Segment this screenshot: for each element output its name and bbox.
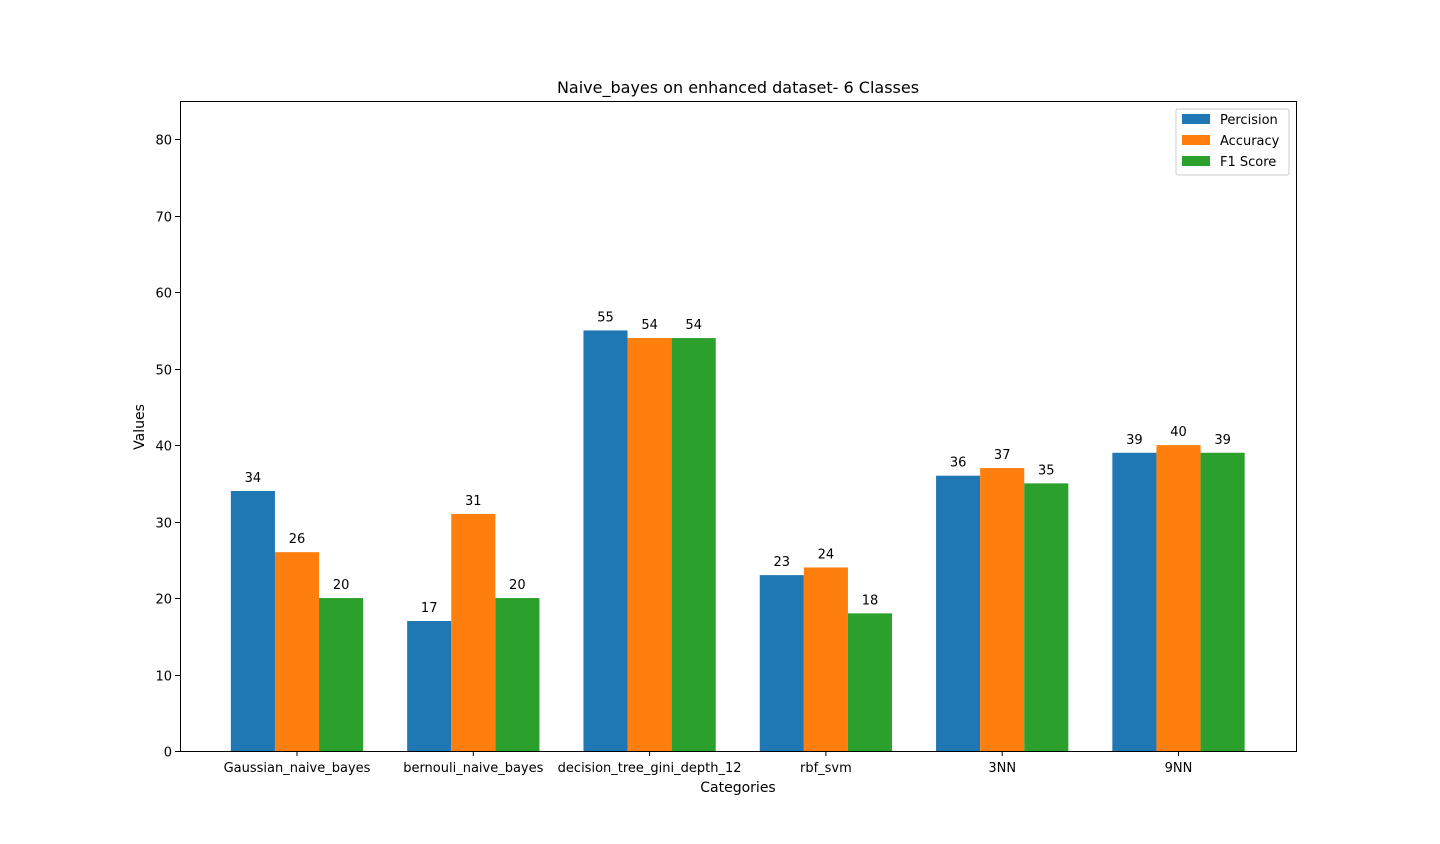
plot-frame bbox=[180, 101, 1297, 752]
bar-value-label: 24 bbox=[818, 547, 835, 562]
bar bbox=[1024, 483, 1069, 751]
bar bbox=[451, 513, 496, 751]
x-axis-label: Categories bbox=[700, 780, 775, 796]
chart-title: Naive_bayes on enhanced dataset- 6 Class… bbox=[557, 78, 919, 98]
bar-value-label: 34 bbox=[245, 471, 262, 486]
bar-labels-layer: 34 26 20 17 31 20 55 54 54 23 24 18 36 37 35 39 40 39 bbox=[245, 310, 1231, 616]
legend-items: Percision Accuracy F1 Score bbox=[1182, 113, 1280, 170]
x-tick-label: Gaussian_naive_bayes bbox=[224, 761, 371, 776]
bar-value-label: 39 bbox=[1126, 433, 1143, 448]
bar bbox=[495, 598, 540, 751]
y-tick-label: 0 bbox=[164, 746, 172, 761]
bar-value-label: 54 bbox=[641, 318, 658, 333]
bar bbox=[803, 567, 848, 751]
bar bbox=[847, 613, 893, 751]
bar bbox=[583, 330, 628, 751]
bar-value-label: 20 bbox=[509, 578, 526, 593]
bar bbox=[1112, 452, 1157, 751]
bar-value-label: 17 bbox=[421, 601, 438, 616]
bar-value-label: 55 bbox=[597, 310, 614, 325]
y-axis-label: Values bbox=[132, 404, 148, 450]
bar bbox=[759, 575, 804, 751]
bar-value-label: 26 bbox=[289, 532, 306, 547]
y-tick-label: 70 bbox=[155, 211, 172, 226]
legend: Percision Accuracy F1 Score bbox=[1175, 108, 1290, 176]
x-axis: Gaussian_naive_bayes bernouli_naive_bayes… bbox=[224, 751, 1193, 776]
bar bbox=[936, 475, 981, 751]
bar-value-label: 39 bbox=[1214, 433, 1231, 448]
bar bbox=[671, 338, 716, 751]
bar-value-label: 31 bbox=[465, 494, 482, 509]
bar bbox=[1200, 452, 1245, 751]
legend-swatch bbox=[1182, 135, 1210, 145]
x-tick-label: rbf_svm bbox=[800, 761, 852, 776]
x-tick-label: bernouli_naive_bayes bbox=[403, 761, 543, 776]
x-tick-label: 9NN bbox=[1165, 761, 1193, 776]
y-tick-label: 20 bbox=[155, 593, 172, 608]
legend-label: Accuracy bbox=[1220, 134, 1280, 149]
y-tick-label: 80 bbox=[155, 134, 172, 149]
x-tick-label: 3NN bbox=[988, 761, 1016, 776]
bar bbox=[627, 338, 672, 751]
bar-value-label: 35 bbox=[1038, 463, 1055, 478]
legend-label: Percision bbox=[1220, 113, 1278, 128]
bar-value-label: 36 bbox=[950, 456, 967, 471]
bar bbox=[980, 468, 1025, 751]
bar bbox=[230, 491, 275, 751]
y-axis: 0 10 20 30 40 50 60 70 80 bbox=[155, 134, 180, 761]
y-tick-label: 50 bbox=[155, 364, 172, 379]
y-tick-label: 10 bbox=[155, 670, 172, 685]
x-tick-label: decision_tree_gini_depth_12 bbox=[558, 761, 742, 776]
legend-label: F1 Score bbox=[1220, 155, 1276, 170]
y-tick-label: 40 bbox=[155, 440, 172, 455]
bar-value-label: 40 bbox=[1170, 425, 1187, 440]
y-tick-label: 30 bbox=[155, 517, 172, 532]
bar-value-label: 54 bbox=[685, 318, 702, 333]
y-tick-label: 60 bbox=[155, 287, 172, 302]
bar bbox=[274, 552, 320, 751]
bar bbox=[319, 598, 364, 751]
bar-value-label: 23 bbox=[774, 555, 791, 570]
legend-swatch bbox=[1182, 114, 1210, 124]
legend-swatch bbox=[1182, 156, 1210, 166]
bar bbox=[1156, 445, 1201, 751]
bars-layer bbox=[230, 330, 1245, 751]
bar-value-label: 37 bbox=[994, 448, 1011, 463]
bar-value-label: 18 bbox=[862, 593, 879, 608]
bar bbox=[407, 621, 452, 751]
bar-value-label: 20 bbox=[333, 578, 350, 593]
